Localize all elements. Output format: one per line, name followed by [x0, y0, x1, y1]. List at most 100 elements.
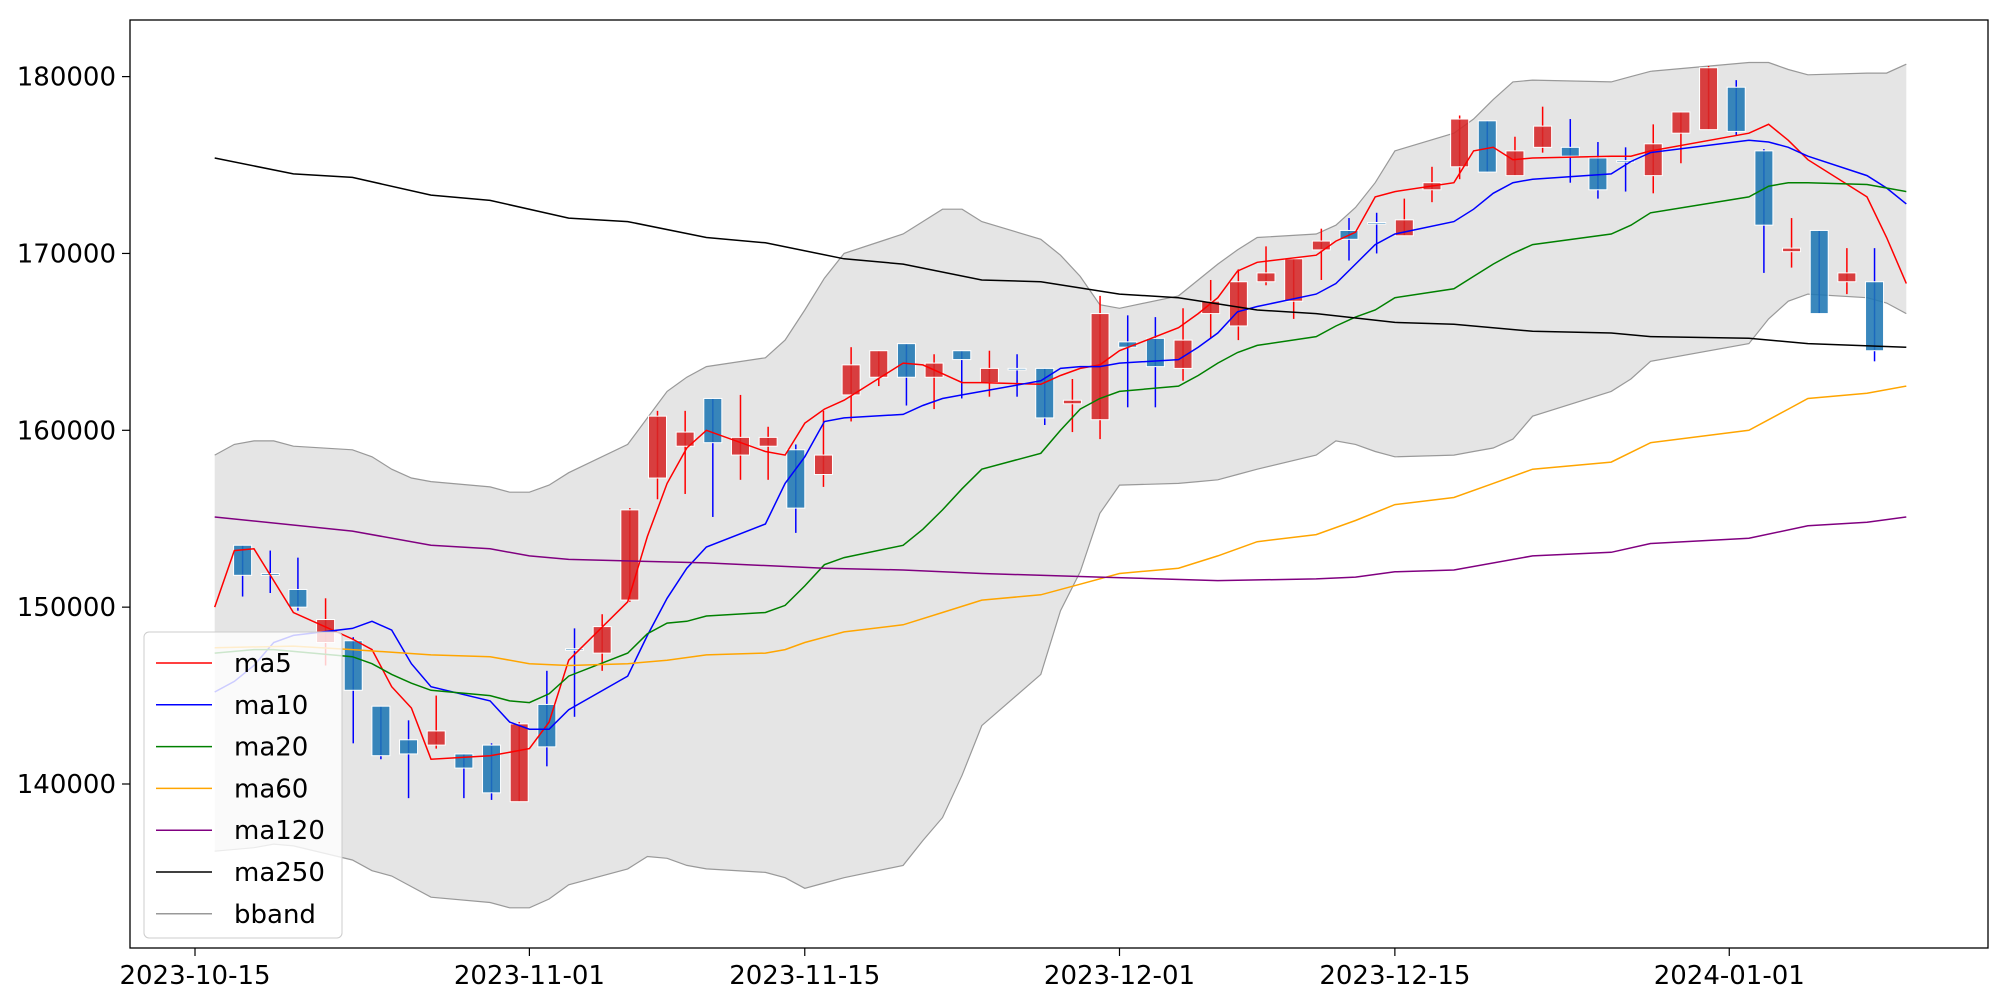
candle-2023-12-21: [1560, 119, 1580, 183]
candle-body: [758, 436, 778, 447]
candle-body: [1062, 399, 1082, 405]
candle-body: [1367, 222, 1387, 225]
candle-body: [454, 753, 474, 769]
candle-body: [1699, 67, 1719, 131]
ma5-line: [213, 123, 1907, 760]
candle-2024-01-05: [1782, 218, 1802, 268]
candle-2023-12-15: [1450, 115, 1470, 180]
candle-body: [620, 509, 640, 601]
candle-body: [426, 730, 446, 746]
candle-2023-10-23: [371, 705, 391, 760]
candle-2023-11-21: [952, 350, 972, 399]
candle-body: [1173, 339, 1193, 369]
candle-body: [371, 705, 391, 757]
candle-2023-11-09: [730, 394, 750, 480]
candle-2023-11-03: [620, 508, 640, 602]
legend-item-ma60: ma60: [156, 774, 308, 804]
legend-item-ma120: ma120: [156, 816, 325, 846]
candle-body: [1533, 125, 1553, 148]
candle-body: [1505, 150, 1525, 177]
candle-body: [1256, 272, 1276, 283]
legend-item-ma20: ma20: [156, 733, 308, 763]
candle-body: [343, 640, 363, 691]
candles-layer: [233, 65, 1885, 803]
legend-box: [143, 631, 343, 939]
candle-2023-12-18: [1477, 120, 1497, 173]
y-tick-label: 140000: [17, 770, 116, 800]
candle-body: [399, 739, 419, 755]
candle-2023-11-27: [1062, 379, 1082, 433]
candle-body: [1007, 367, 1027, 371]
y-tick-label: 170000: [17, 239, 116, 269]
x-tick-label: 2023-12-01: [1044, 961, 1195, 991]
bband-fill: [214, 62, 1907, 908]
candle-body: [288, 588, 308, 608]
legend: ma5 ma10 ma20 ma60 ma120 ma250 bband: [143, 631, 343, 939]
candle-body: [1616, 160, 1636, 163]
bband-lower-line: [214, 293, 1907, 909]
legend-item-bband: bband: [156, 900, 316, 930]
candle-2023-10-24: [399, 720, 419, 799]
legend-label: ma250: [234, 858, 325, 888]
candle-body: [1450, 118, 1470, 168]
legend-item-ma250: ma250: [156, 858, 325, 888]
candle-2023-12-12: [1367, 212, 1387, 254]
candle-body: [1671, 111, 1691, 134]
legend-label: ma60: [234, 774, 308, 804]
candle-2023-11-10: [758, 426, 778, 480]
candle-2023-10-20: [343, 637, 363, 744]
candle-2023-12-19: [1505, 136, 1525, 177]
candle-body: [703, 397, 723, 444]
candle-body: [1035, 367, 1055, 419]
candle-2023-12-20: [1533, 106, 1553, 153]
moving-average-lines: [213, 123, 1907, 760]
legend-label: ma20: [234, 733, 308, 763]
candle-body: [1145, 337, 1165, 368]
x-tick-label: 2023-11-15: [729, 961, 880, 991]
candle-body: [952, 350, 972, 361]
candle-2023-12-01: [1173, 308, 1193, 381]
ma10-line: [214, 139, 1907, 730]
candle-2023-12-26: [1616, 147, 1636, 192]
legend-label: ma10: [234, 691, 308, 721]
candle-2023-11-16: [869, 350, 889, 387]
candle-2024-01-10: [1865, 248, 1885, 362]
candle-2024-01-09: [1837, 248, 1857, 295]
candle-2023-10-25: [426, 695, 446, 749]
candle-body: [1311, 240, 1331, 251]
y-tick-label: 160000: [17, 416, 116, 446]
ma120-line: [214, 516, 1907, 582]
candle-body: [1201, 300, 1221, 315]
candle-2023-12-06: [1256, 246, 1276, 286]
legend-label: bband: [234, 900, 316, 930]
candle-2023-11-24: [1035, 367, 1055, 425]
candle-body: [869, 350, 889, 378]
candle-body: [1560, 146, 1580, 157]
candle-body: [675, 431, 695, 447]
candle-2023-12-07: [1284, 258, 1304, 319]
candle-body: [1865, 281, 1885, 352]
candle-body: [1477, 120, 1497, 173]
candle-body: [1782, 247, 1802, 253]
candle-2023-11-01: [565, 628, 585, 717]
candle-body: [1228, 281, 1248, 327]
candle-body: [979, 367, 999, 384]
x-tick-label: 2023-12-15: [1319, 961, 1470, 991]
candle-body: [813, 454, 833, 476]
candle-2023-10-16: [233, 544, 253, 597]
candle-body: [482, 744, 502, 794]
candle-body: [786, 449, 806, 509]
candle-body: [896, 343, 916, 378]
candle-2023-11-17: [896, 343, 916, 406]
candle-2023-11-23: [1007, 354, 1027, 397]
candle-2024-01-08: [1809, 229, 1829, 315]
x-tick-label: 2023-11-01: [454, 961, 605, 991]
candle-body: [565, 648, 585, 651]
candle-2023-10-30: [509, 722, 529, 803]
candle-body: [592, 626, 612, 654]
candle-2023-12-04: [1201, 279, 1221, 339]
candle-2023-12-28: [1671, 111, 1691, 164]
candle-body: [841, 364, 861, 396]
candle-2023-11-06: [648, 410, 667, 500]
